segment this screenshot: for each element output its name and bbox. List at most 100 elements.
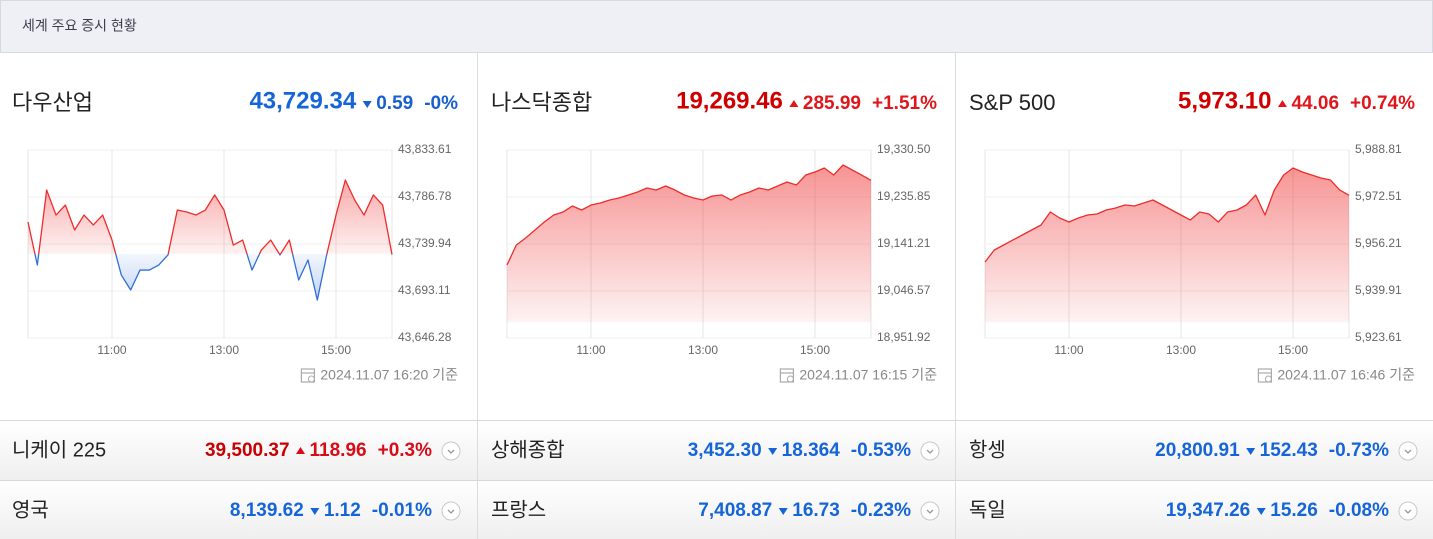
change: 15.26	[1270, 500, 1318, 521]
expand-button-circle	[920, 441, 940, 461]
price: 8,139.62	[230, 500, 304, 521]
x-tick-label: 11:00	[576, 343, 605, 357]
x-tick-label: 13:00	[209, 343, 239, 357]
trend-icon	[296, 447, 306, 454]
calendar-icon	[1257, 368, 1272, 383]
change: 18.364	[782, 440, 841, 461]
trend-icon	[789, 100, 799, 107]
expand-button-chevron	[1404, 449, 1412, 454]
index-name: 영국	[12, 498, 49, 521]
y-tick-label: 5,956.21	[1355, 236, 1402, 250]
change: 16.73	[792, 500, 840, 521]
y-tick-label: 19,330.50	[877, 142, 931, 156]
index-name: 니케이 225	[12, 438, 106, 461]
expand-button[interactable]	[441, 501, 461, 521]
y-tick-label: 43,646.28	[398, 330, 452, 344]
expand-button[interactable]	[1398, 501, 1418, 521]
price: 39,500.37	[205, 440, 290, 461]
trend-icon	[768, 448, 778, 455]
expand-button-chevron	[1404, 509, 1412, 514]
trend-icon	[362, 101, 372, 108]
index-name: 항셍	[969, 438, 1006, 461]
y-tick-label: 43,739.94	[398, 236, 452, 250]
expand-button-circle	[920, 501, 940, 521]
price-line	[506, 164, 872, 266]
y-tick-label: 5,939.91	[1355, 283, 1402, 297]
change-rate: -0.73%	[1329, 440, 1389, 461]
price-area	[985, 167, 1349, 323]
x-tick-label: 13:00	[688, 343, 718, 357]
expand-button-chevron	[447, 509, 455, 514]
trend-icon	[1277, 100, 1287, 107]
expand-button-circle	[1398, 501, 1418, 521]
updated-time: 2024.11.07 16:20 기준	[320, 367, 458, 383]
expand-button-circle	[441, 501, 461, 521]
index-name: 다우산업	[12, 90, 93, 115]
y-tick-label: 43,693.11	[398, 283, 451, 297]
price-line	[984, 167, 1350, 263]
change: 118.96	[310, 440, 367, 461]
index-name: 상해종합	[491, 438, 565, 461]
x-tick-label: 11:00	[1054, 343, 1083, 357]
y-tick-label: 43,833.61	[398, 142, 452, 156]
change-rate: -0.08%	[1329, 500, 1389, 521]
row-background	[0, 480, 1433, 539]
calendar-icon	[779, 368, 794, 383]
index-name: 독일	[969, 498, 1006, 521]
price: 5,973.10	[1178, 87, 1271, 114]
price-area	[28, 180, 392, 301]
trend-icon	[1246, 448, 1256, 455]
content: 다우산업 -0% 0.59 43,729.34 43,833.61 43,786.78 43…	[12, 87, 1418, 521]
expand-button[interactable]	[920, 441, 940, 461]
index-name: S&P 500	[969, 90, 1055, 115]
expand-button-chevron	[926, 449, 934, 454]
y-tick-label: 19,141.21	[877, 236, 931, 250]
expand-button-chevron	[447, 449, 455, 454]
trend-icon	[310, 508, 320, 515]
expand-button-circle	[1398, 441, 1418, 461]
header-bar	[0, 0, 1433, 53]
change: 1.12	[324, 500, 361, 521]
expand-button-chevron	[926, 509, 934, 514]
header-title: 세계 주요 증시 현황	[22, 18, 137, 34]
calendar-icon	[1264, 375, 1272, 383]
calendar-icon	[300, 368, 315, 383]
x-tick-label: 13:00	[1166, 343, 1196, 357]
expand-button[interactable]	[1398, 441, 1418, 461]
change: 44.06	[1291, 93, 1339, 114]
price: 7,408.87	[698, 500, 772, 521]
change-rate: -0.53%	[851, 440, 911, 461]
expand-button-circle	[441, 441, 461, 461]
x-tick-label: 15:00	[1278, 343, 1308, 357]
change-rate: +0.74%	[1350, 93, 1415, 114]
change-rate: -0.01%	[372, 500, 432, 521]
x-tick-label: 15:00	[321, 343, 351, 357]
y-tick-label: 5,972.51	[1355, 189, 1402, 203]
change-rate: -0%	[424, 93, 458, 114]
row-background	[0, 420, 1433, 480]
change: 0.59	[376, 93, 413, 114]
price: 19,347.26	[1166, 500, 1251, 521]
price: 19,269.46	[676, 87, 783, 114]
trend-icon	[778, 508, 788, 515]
y-tick-label: 43,786.78	[398, 189, 452, 203]
y-tick-label: 5,988.81	[1355, 142, 1402, 156]
index-name: 나스닥종합	[491, 90, 592, 115]
calendar-icon	[786, 375, 794, 383]
price: 43,729.34	[249, 87, 356, 114]
y-tick-label: 18,951.92	[877, 330, 931, 344]
price-area	[507, 165, 871, 323]
updated-time: 2024.11.07 16:15 기준	[799, 367, 937, 383]
y-tick-label: 19,235.85	[877, 189, 931, 203]
calendar-icon	[307, 375, 315, 383]
y-tick-label: 19,046.57	[877, 283, 931, 297]
x-tick-label: 11:00	[97, 343, 126, 357]
change-rate: +0.3%	[378, 440, 433, 461]
index-name: 프랑스	[491, 498, 546, 521]
change-rate: -0.23%	[851, 500, 911, 521]
trend-icon	[1256, 508, 1266, 515]
expand-button[interactable]	[441, 441, 461, 461]
expand-button[interactable]	[920, 501, 940, 521]
price: 3,452.30	[688, 440, 762, 461]
